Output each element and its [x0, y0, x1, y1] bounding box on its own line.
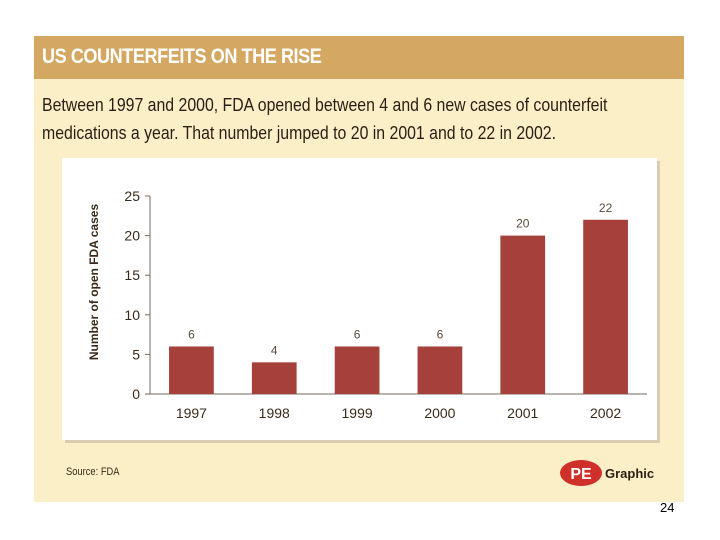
x-axis: 1997 1998 1999 2000 2001 2002	[176, 405, 622, 421]
data-label-1999: 6	[354, 327, 361, 341]
x-tick-label-1997: 1997	[176, 405, 207, 421]
bars	[169, 219, 628, 394]
x-tick-label-1999: 1999	[342, 405, 373, 421]
y-axis: 0 5 10 15 20 25	[124, 188, 647, 402]
chart-subtitle: Between 1997 and 2000, FDA opened betwee…	[42, 91, 658, 147]
bar-1997	[169, 346, 214, 394]
subtitle-line-1: Between 1997 and 2000, FDA opened betwee…	[42, 95, 608, 115]
y-tick-label: 15	[124, 267, 140, 283]
bar-2001	[500, 235, 546, 394]
data-label-2001: 20	[516, 217, 530, 231]
x-tick-label-2001: 2001	[507, 405, 538, 421]
bar-chart: 0 5 10 15 20 25 6 4 6 6 20 22 1997 1998 1999 2000 2001…	[87, 188, 647, 421]
data-label-2000: 6	[437, 327, 444, 341]
subtitle-line-2: medications a year. That number jumped t…	[42, 123, 556, 143]
bar-2000	[417, 346, 463, 394]
bar-1999	[334, 346, 380, 394]
x-tick-label-1998: 1998	[259, 405, 290, 421]
y-tick-label: 25	[124, 188, 140, 204]
chart-title: US COUNTERFEITS ON THE RISE	[42, 45, 322, 68]
page-number: 24	[660, 500, 675, 515]
logo-mark: PE	[570, 466, 592, 483]
source-note: Source: FDA	[66, 466, 120, 478]
plot-panel: 0 5 10 15 20 25 6 4 6 6 20 22 1997 1998 1999 2000 2001…	[62, 158, 657, 440]
y-tick-label: 10	[124, 307, 140, 323]
infographic-card: US COUNTERFEITS ON THE RISE Between 1997…	[34, 36, 684, 502]
y-tick-label: 0	[132, 386, 140, 402]
data-label-2002: 22	[599, 201, 613, 215]
bar-1998	[251, 362, 297, 394]
y-tick-label: 20	[124, 228, 140, 244]
data-label-1998: 4	[271, 343, 278, 357]
logo-text: Graphic	[605, 466, 654, 481]
data-labels: 6 4 6 6 20 22	[188, 201, 613, 358]
header-bar: US COUNTERFEITS ON THE RISE	[34, 36, 684, 79]
logo-oval	[560, 460, 602, 486]
y-tick-label: 5	[132, 346, 140, 362]
x-tick-label-2002: 2002	[590, 405, 621, 421]
pe-graphic-logo: PE Graphic	[560, 460, 654, 486]
y-axis-label: Number of open FDA cases	[87, 204, 101, 361]
data-label-1997: 6	[188, 327, 195, 341]
x-tick-label-2000: 2000	[424, 405, 455, 421]
bar-2002	[583, 219, 628, 394]
